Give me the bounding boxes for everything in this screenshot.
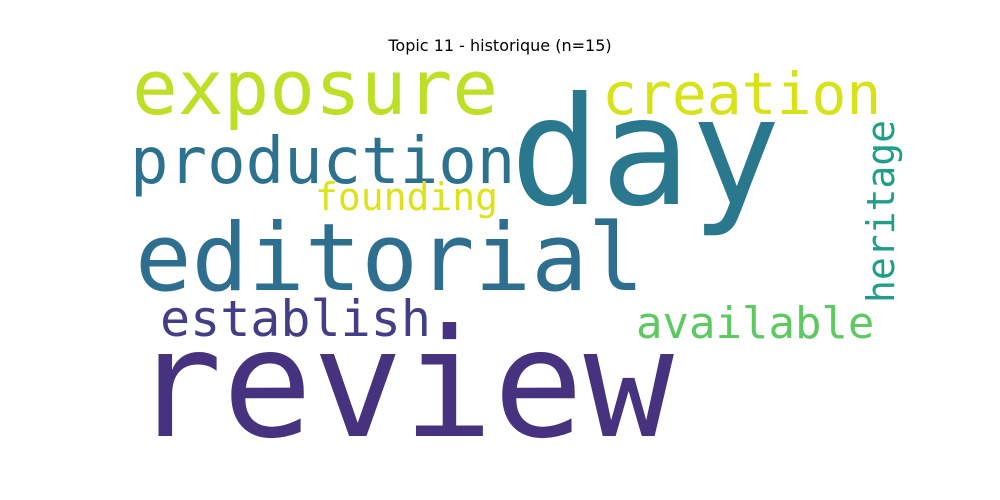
word-creation: creation [602,60,882,128]
word-production: production [130,125,516,199]
word-review: review [132,298,674,472]
word-establish: establish [160,290,431,348]
word-day: day [510,66,781,240]
word-available: available [636,298,875,349]
word-editorial: editorial [135,204,645,313]
word-heritage: heritage [859,120,903,304]
word-exposure: exposure [132,43,499,132]
chart-title: Topic 11 - historique (n=15) [388,36,612,55]
word-founding: founding [315,175,499,219]
